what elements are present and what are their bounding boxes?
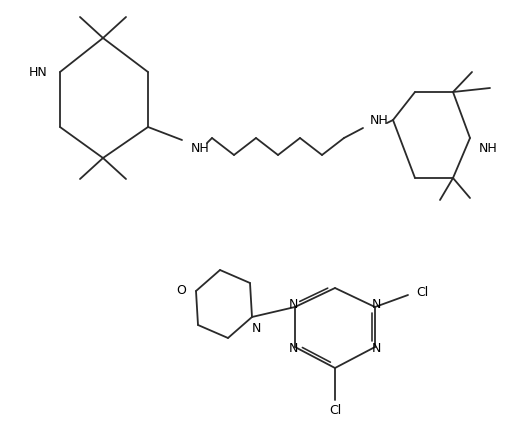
Text: N: N <box>289 343 298 355</box>
Text: NH: NH <box>479 142 498 155</box>
Text: HN: HN <box>29 65 48 78</box>
Text: NH: NH <box>191 142 210 155</box>
Text: N: N <box>372 343 381 355</box>
Text: NH: NH <box>370 113 389 126</box>
Text: N: N <box>289 298 298 311</box>
Text: N: N <box>372 298 381 311</box>
Text: O: O <box>176 284 186 297</box>
Text: N: N <box>252 322 261 335</box>
Text: Cl: Cl <box>329 404 341 417</box>
Text: Cl: Cl <box>416 285 428 298</box>
